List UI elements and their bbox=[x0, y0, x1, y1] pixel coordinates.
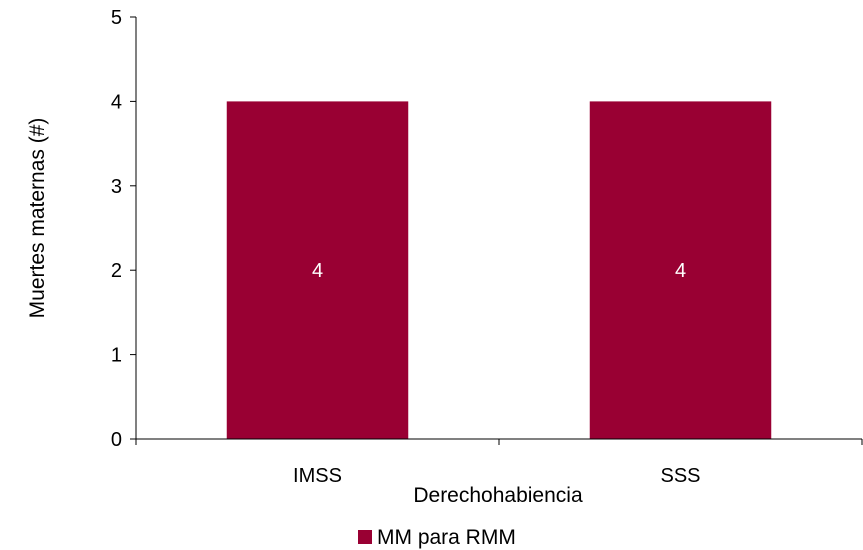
labels-group: 4 4 0 1 2 3 4 5 IMSS SSS bbox=[111, 7, 701, 487]
bar-sss bbox=[589, 101, 772, 440]
y-tick-label: 3 bbox=[111, 176, 122, 198]
bars-group bbox=[226, 101, 772, 440]
y-tick-label: 4 bbox=[111, 91, 122, 113]
y-tick-label: 5 bbox=[111, 7, 122, 29]
data-label-sss: 4 bbox=[675, 260, 686, 282]
axes-group bbox=[130, 16, 863, 445]
data-label-imss: 4 bbox=[312, 260, 323, 282]
legend-label: MM para RMM bbox=[377, 526, 516, 549]
y-axis-title: Muertes maternas (#) bbox=[26, 118, 49, 319]
legend: MM para RMM bbox=[358, 526, 516, 549]
bar-imss bbox=[226, 101, 409, 440]
x-tick-label-sss: SSS bbox=[660, 465, 700, 487]
y-tick-label: 0 bbox=[111, 429, 122, 451]
x-axis-title: Derechohabiencia bbox=[413, 484, 583, 507]
legend-swatch bbox=[358, 530, 372, 544]
y-tick-label: 2 bbox=[111, 260, 122, 282]
y-tick-label: 1 bbox=[111, 345, 122, 367]
x-tick-label-imss: IMSS bbox=[293, 465, 342, 487]
